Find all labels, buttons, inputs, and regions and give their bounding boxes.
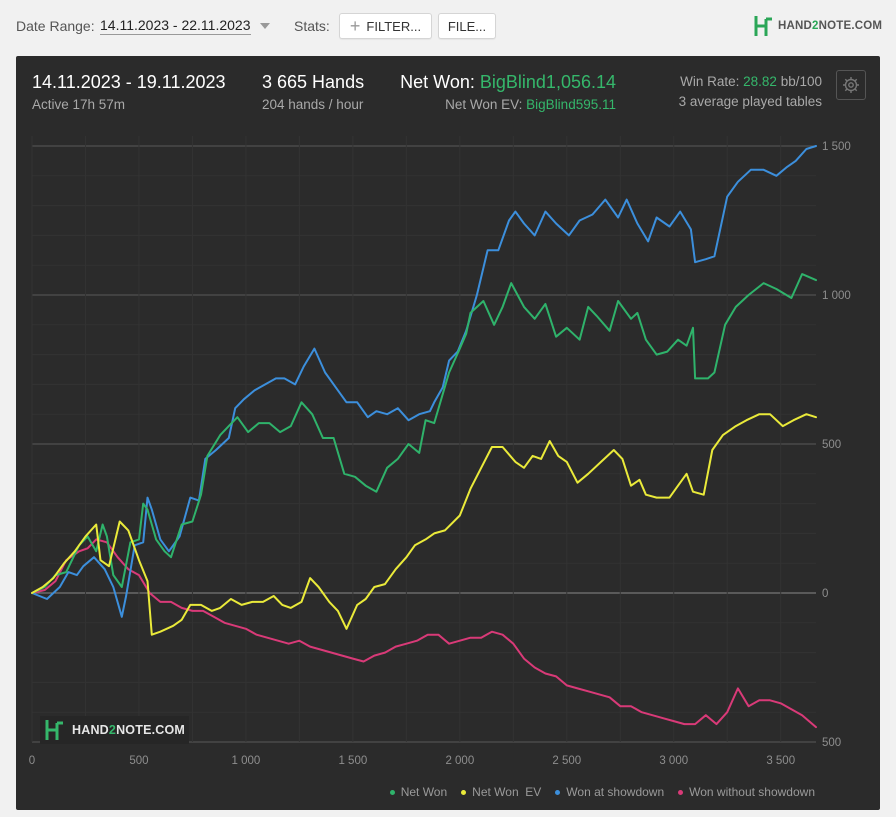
series-line-won-without-showdown bbox=[31, 538, 817, 729]
y-tick-label: 500 bbox=[822, 737, 841, 749]
file-button-label: FILE... bbox=[447, 18, 487, 34]
legend-label: Won without showdown bbox=[689, 785, 815, 799]
brand-name: HAND2NOTE.COM bbox=[778, 20, 883, 32]
x-tick-label: 2 500 bbox=[552, 755, 581, 767]
y-tick-label: 1 000 bbox=[822, 290, 851, 302]
x-tick-label: 0 bbox=[29, 755, 35, 767]
y-tick-label: 0 bbox=[822, 588, 828, 600]
series-line-net-won-ev bbox=[31, 413, 817, 636]
plus-icon: + bbox=[349, 16, 361, 36]
x-tick-label: 2 000 bbox=[445, 755, 474, 767]
net-won-ev-value: BigBlind595.11 bbox=[526, 97, 616, 112]
hands-per-hour: 204 hands / hour bbox=[262, 97, 364, 112]
hands-count: 3 665 Hands bbox=[262, 72, 365, 92]
x-tick-label: 3 000 bbox=[659, 755, 688, 767]
watermark: HAND2NOTE.COM bbox=[40, 716, 190, 744]
stats-label: Stats: bbox=[294, 18, 330, 34]
profit-chart: 1 500 1 000 500 0 500 0 500 1 000 1 500 2 000 2 50… bbox=[29, 136, 851, 767]
legend-dot-icon bbox=[678, 789, 684, 795]
date-range-dropdown[interactable]: 14.11.2023 - 22.11.2023 bbox=[100, 17, 251, 35]
date-range-label: Date Range: bbox=[16, 18, 95, 34]
legend-item[interactable]: Won without showdown bbox=[678, 785, 815, 799]
filter-button-label: FILTER... bbox=[366, 18, 422, 34]
legend-item[interactable]: Net Won bbox=[389, 785, 448, 799]
win-rate: Win Rate: 28.82 bb/100 bbox=[680, 74, 822, 89]
active-time: Active 17h 57m bbox=[32, 97, 126, 112]
series-line-net-won bbox=[31, 273, 817, 594]
graph-panel: 1 500 1 000 500 0 500 0 500 1 000 1 500 2 000 2 50… bbox=[16, 56, 880, 810]
gear-icon bbox=[843, 77, 859, 93]
net-won: Net Won: BigBlind1,056.14 bbox=[400, 72, 616, 92]
chevron-down-icon[interactable] bbox=[260, 23, 270, 29]
legend-label: Net Won EV bbox=[472, 785, 542, 799]
brand-logo: HAND2NOTE.COM bbox=[754, 14, 882, 38]
series-line-won-at-showdown bbox=[31, 145, 817, 618]
filter-button[interactable]: + FILTER... bbox=[339, 13, 432, 39]
y-tick-label: 500 bbox=[822, 439, 841, 451]
hand2note-logo-icon bbox=[45, 720, 63, 740]
chart-legend: Net Won Net Won EV Won at showdown Won with… bbox=[389, 785, 815, 799]
legend-item[interactable]: Won at showdown bbox=[555, 785, 664, 799]
file-button[interactable]: FILE... bbox=[438, 13, 496, 39]
x-tick-label: 1 000 bbox=[232, 755, 261, 767]
toolbar: Date Range: 14.11.2023 - 22.11.2023 Stat… bbox=[0, 0, 896, 52]
legend-label: Net Won bbox=[400, 785, 448, 799]
session-dates: 14.11.2023 - 19.11.2023 bbox=[32, 72, 226, 92]
settings-button[interactable] bbox=[836, 70, 866, 100]
x-tick-label: 3 500 bbox=[766, 755, 795, 767]
legend-dot-icon bbox=[461, 789, 467, 795]
legend-dot-icon bbox=[555, 789, 561, 795]
net-won-ev: Net Won EV: BigBlind595.11 bbox=[445, 97, 616, 112]
legend-label: Won at showdown bbox=[566, 785, 665, 799]
legend-dot-icon bbox=[389, 789, 395, 795]
x-tick-label: 1 500 bbox=[338, 755, 367, 767]
net-won-value: BigBlind1,056.14 bbox=[479, 72, 616, 92]
hand2note-logo-icon bbox=[754, 16, 772, 36]
legend-item[interactable]: Net Won EV bbox=[461, 785, 541, 799]
win-rate-value: 28.82 bbox=[743, 74, 777, 89]
average-tables: 3 average played tables bbox=[678, 94, 822, 109]
y-tick-label: 1 500 bbox=[822, 141, 851, 153]
watermark-text: HAND2NOTE.COM bbox=[72, 723, 186, 737]
x-tick-label: 500 bbox=[129, 755, 148, 767]
